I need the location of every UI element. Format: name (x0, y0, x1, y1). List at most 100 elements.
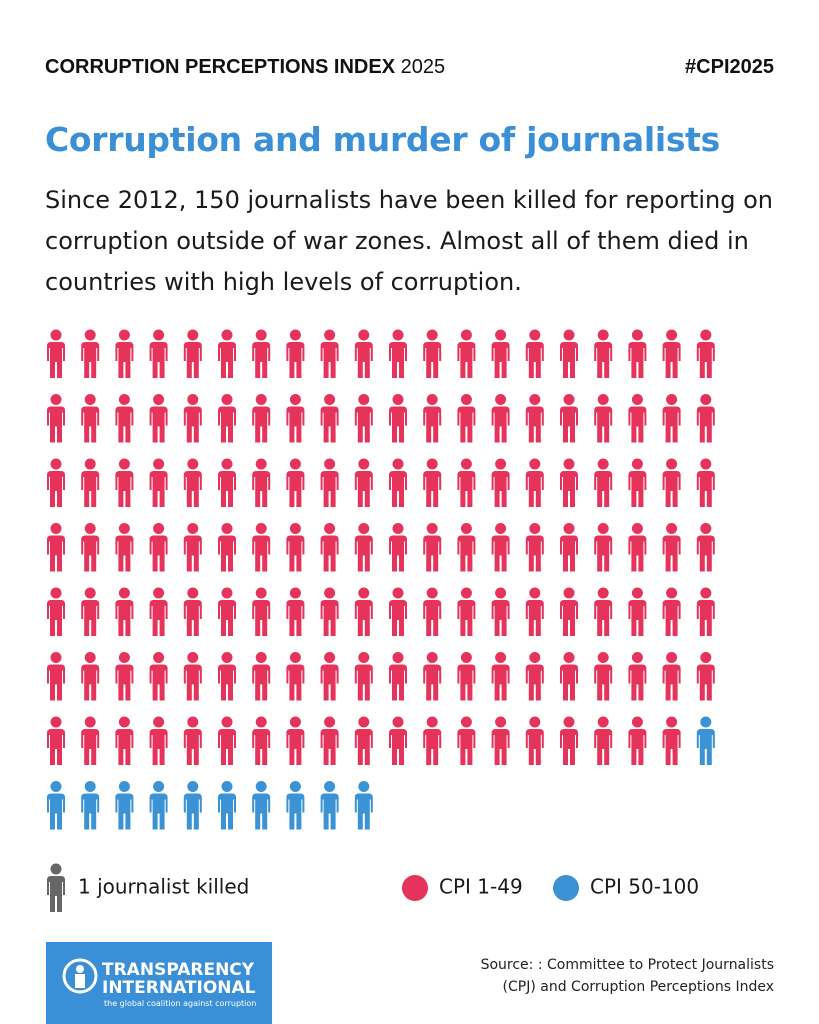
person-icon (252, 781, 271, 830)
icon-body (149, 535, 168, 572)
icon-head (221, 716, 233, 728)
person-icon (594, 329, 613, 378)
icon-head (392, 394, 404, 405)
person-icon (662, 394, 681, 443)
person-icon (252, 652, 271, 701)
icon-head (666, 523, 678, 534)
person-icon (252, 394, 271, 443)
icon-head (495, 587, 507, 599)
person-icon (628, 394, 647, 443)
icon-body (491, 729, 510, 765)
icon-head (255, 716, 267, 728)
icon-body (423, 600, 442, 636)
icon-body (662, 600, 681, 636)
logo-tagline: the global coalition against corruption (104, 999, 256, 1008)
icon-body (149, 471, 168, 507)
person-icon (628, 458, 647, 507)
person-icon (81, 523, 100, 572)
person-icon (218, 523, 236, 572)
logo-figure (76, 965, 84, 973)
person-icon (389, 716, 407, 765)
icon-body (423, 535, 442, 572)
hashtag: #CPI2025 (685, 56, 774, 78)
icon-body (354, 793, 373, 830)
person-icon (115, 652, 134, 701)
person-icon (320, 587, 339, 636)
icon-head (153, 652, 165, 663)
icon-body (47, 600, 65, 636)
person-icon (218, 587, 236, 636)
icon-body (320, 793, 339, 830)
person-icon (560, 329, 578, 378)
icon-head (563, 394, 575, 405)
person-icon (354, 652, 373, 701)
logo-line2: INTERNATIONAL (102, 978, 256, 998)
icon-body (81, 406, 100, 443)
icon-head (495, 652, 507, 663)
icon-body (696, 406, 715, 443)
person-icon (81, 587, 100, 636)
person-icon (218, 716, 236, 765)
icon-head (460, 587, 472, 599)
person-icon (47, 652, 65, 701)
icon-head (597, 523, 609, 534)
icon-head (221, 458, 233, 470)
icon-body (320, 342, 339, 378)
person-icon (320, 394, 339, 443)
icon-body (389, 406, 407, 443)
icon-body (628, 471, 647, 507)
person-icon (354, 458, 373, 507)
icon-body (183, 406, 202, 443)
person-icon (491, 523, 510, 572)
icon-body (389, 729, 407, 765)
icon-body (491, 535, 510, 572)
logo-line1: TRANSPARENCY (102, 960, 255, 980)
icon-head (324, 394, 336, 405)
icon-head (153, 781, 165, 792)
icon-head (631, 329, 643, 341)
icon-head (358, 587, 370, 599)
icon-body (696, 729, 715, 765)
icon-head (631, 716, 643, 728)
person-icon (423, 587, 442, 636)
icon-body (457, 471, 476, 507)
person-icon (594, 587, 613, 636)
icon-head (529, 329, 541, 341)
icon-body (662, 471, 681, 507)
icon-head (153, 329, 165, 341)
icon-body (560, 535, 578, 572)
person-icon (525, 587, 544, 636)
icon-head (221, 652, 233, 663)
icon-body (389, 664, 407, 701)
icon-head (392, 458, 404, 470)
person-icon (286, 587, 305, 636)
icon-head (50, 523, 62, 534)
icon-body (354, 729, 373, 765)
icon-body (525, 729, 544, 765)
icon-head (426, 652, 438, 663)
person-icon (149, 394, 168, 443)
person-icon (183, 716, 202, 765)
icon-body (183, 342, 202, 378)
person-icon (628, 716, 647, 765)
person-icon (525, 523, 544, 572)
icon-body (525, 535, 544, 572)
person-icon (696, 458, 715, 507)
person-icon (354, 394, 373, 443)
icon-body (47, 729, 65, 765)
person-icon (149, 458, 168, 507)
person-icon (594, 523, 613, 572)
person-icon (628, 587, 647, 636)
icon-body (354, 471, 373, 507)
person-icon (457, 394, 476, 443)
person-icon (594, 458, 613, 507)
icon-head (324, 781, 336, 792)
icon-body (218, 406, 236, 443)
icon-head (255, 329, 267, 341)
icon-body (115, 471, 134, 507)
icon-body (389, 600, 407, 636)
icon-body (286, 406, 305, 443)
icon-body (320, 471, 339, 507)
person-icon (183, 458, 202, 507)
